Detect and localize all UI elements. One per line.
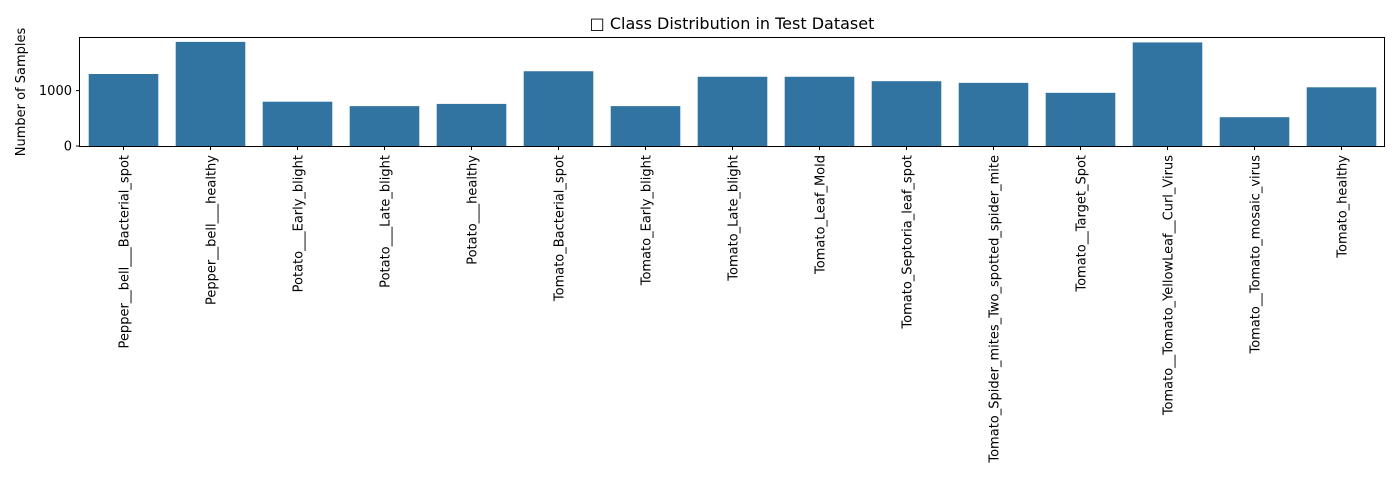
bar-Potato___Late_blight [349, 106, 420, 146]
x-axis-ticks: Pepper__bell___Bacterial_spot Pepper__bel… [118, 146, 1351, 464]
x-tick-label: Tomato_Spider_mites_Two_spotted_spider_m… [988, 155, 1003, 464]
plot-frame [79, 37, 1385, 147]
x-tick-label: Tomato_Late_blight [727, 155, 742, 282]
bar-Tomato__Target_Spot [1045, 92, 1116, 146]
x-tick-label: Tomato__Target_Spot [1075, 155, 1090, 293]
bar-Tomato_Bacterial_spot [523, 71, 594, 146]
bar-Tomato__Tomato_mosaic_virus [1219, 117, 1290, 146]
bar-Tomato_Septoria_leaf_spot [871, 81, 942, 146]
bar-Potato___healthy [436, 103, 507, 146]
x-tick-label: Tomato__Tomato_YellowLeaf__Curl_Virus [1162, 155, 1177, 416]
x-tick-label: Tomato_Leaf_Mold [814, 155, 829, 275]
bar-Tomato_healthy [1306, 87, 1377, 146]
y-tick-label: 1000 [39, 84, 72, 99]
x-tick-label: Potato___healthy [466, 155, 481, 265]
x-tick-label: Tomato_healthy [1336, 155, 1351, 259]
x-tick-label: Tomato__Tomato_mosaic_virus [1249, 155, 1264, 355]
bar-Pepper__bell___Bacterial_spot [88, 74, 159, 146]
y-axis-ticks: 0 1000 [39, 84, 80, 155]
bar-Tomato_Spider_mites_Two_spotted_spider_mite [958, 82, 1029, 146]
x-tick-label: Potato___Late_blight [379, 155, 394, 288]
x-tick-label: Pepper__bell___Bacterial_spot [118, 155, 133, 348]
bar-Tomato_Early_blight [610, 106, 681, 146]
bar-Pepper__bell___healthy [175, 41, 246, 146]
y-tick-label: 0 [64, 140, 72, 155]
bar-Tomato_Leaf_Mold [784, 76, 855, 146]
x-tick-label: Tomato_Bacterial_spot [553, 155, 568, 302]
bar-Potato___Early_blight [262, 101, 333, 146]
x-tick-label: Potato___Early_blight [292, 155, 307, 292]
x-tick-label: Tomato_Septoria_leaf_spot [901, 155, 916, 330]
y-axis-label: Number of Samples [14, 28, 29, 157]
x-tick-label: Tomato_Early_blight [640, 155, 655, 286]
bar-Tomato__Tomato_YellowLeaf__Curl_Virus [1132, 42, 1203, 146]
x-tick-label: Pepper__bell___healthy [205, 155, 220, 305]
bars-group [88, 41, 1377, 146]
bar-Tomato_Late_blight [697, 76, 768, 146]
chart-title: □ Class Distribution in Test Dataset [590, 14, 875, 33]
